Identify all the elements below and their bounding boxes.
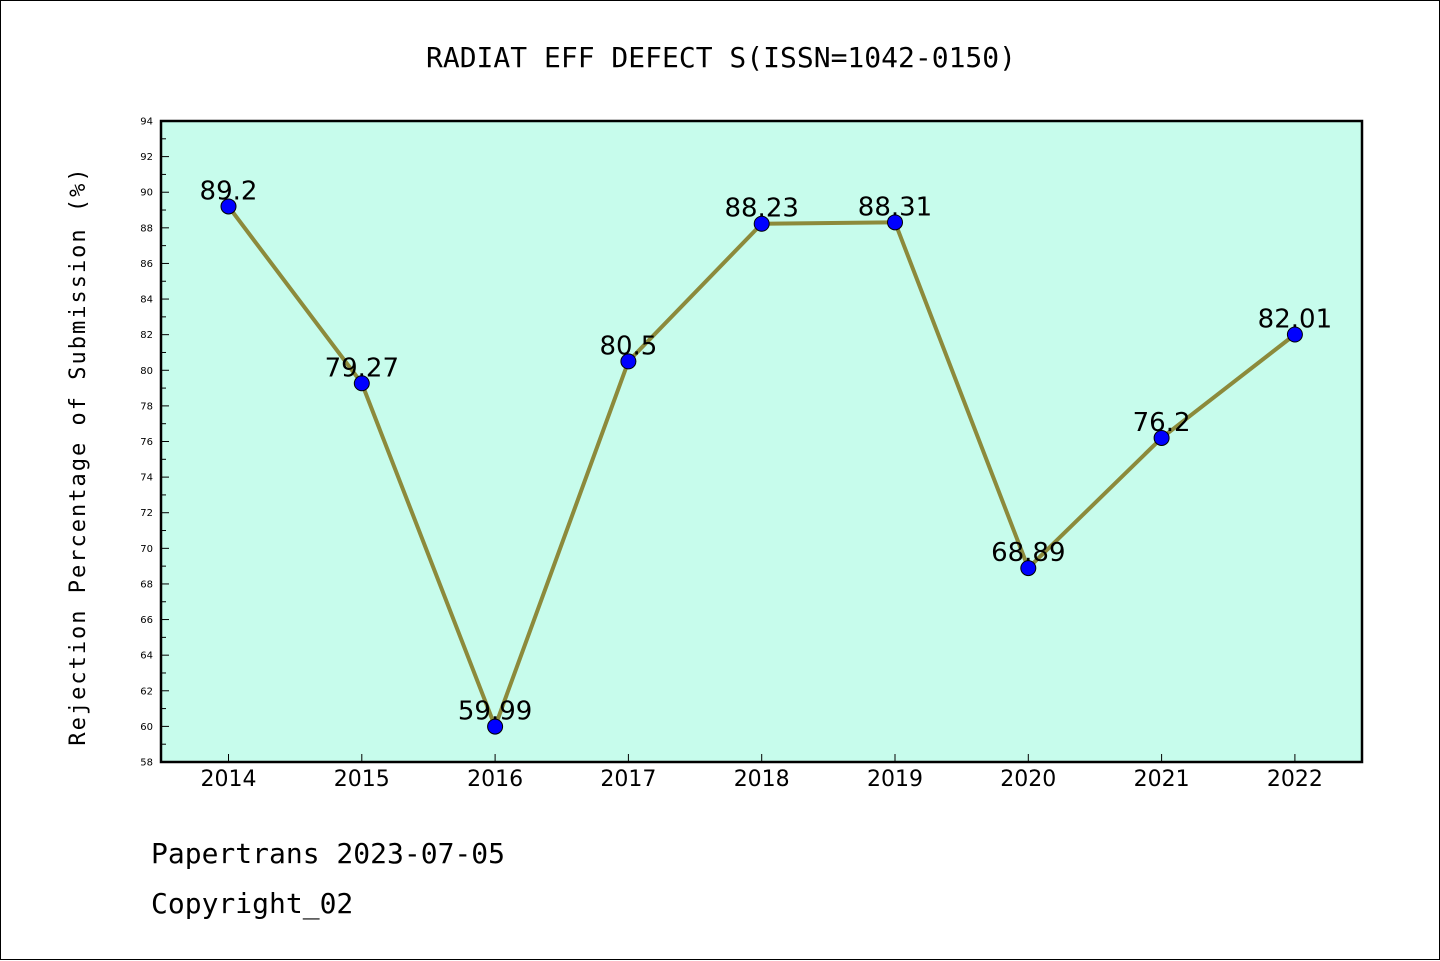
x-tick-label: 2021 — [1134, 767, 1190, 792]
data-point-marker — [353, 375, 370, 392]
data-point-marker — [1286, 326, 1303, 343]
data-point-marker — [220, 198, 237, 215]
y-tick-label: 72 — [140, 508, 153, 519]
data-label: 88.31 — [858, 192, 932, 222]
y-tick-label: 70 — [140, 544, 153, 555]
y-tick-label: 76 — [140, 437, 153, 448]
y-tick-label: 62 — [140, 686, 153, 697]
y-tick-label: 78 — [140, 401, 153, 412]
y-tick-label: 92 — [140, 152, 153, 163]
y-axis-ticks: 58 60 62 64 66 68 70 72 74 76 78 80 82 84 86 88 90 92 94 — [140, 117, 169, 769]
y-tick-label: 68 — [140, 579, 153, 590]
data-label: 80.5 — [599, 331, 657, 361]
data-point-marker — [1153, 429, 1170, 446]
x-tick-label: 2022 — [1267, 767, 1323, 792]
data-point-marker — [887, 214, 903, 231]
y-tick-label: 64 — [140, 651, 153, 662]
series-group: 89.2 79.27 59.99 80.5 88.23 88.31 68.89 76.2 82.… — [200, 176, 1332, 735]
y-tick-label: 80 — [140, 366, 153, 377]
x-tick-label: 2016 — [467, 767, 523, 792]
data-point-marker — [753, 215, 770, 232]
data-point-marker — [620, 353, 637, 370]
data-point-marker — [1020, 560, 1037, 577]
data-label: 88.23 — [724, 194, 798, 224]
data-label: 82.01 — [1258, 304, 1332, 334]
y-tick-label: 88 — [140, 223, 153, 234]
x-tick-label: 2017 — [600, 767, 656, 792]
data-label: 76.2 — [1133, 408, 1191, 438]
y-tick-label: 60 — [140, 722, 153, 733]
y-tick-label: 94 — [140, 117, 153, 128]
y-tick-label: 82 — [140, 330, 153, 341]
x-tick-label: 2015 — [334, 767, 390, 792]
data-label: 89.2 — [200, 176, 258, 206]
x-tick-label: 2014 — [201, 767, 257, 792]
x-tick-label: 2019 — [867, 767, 923, 792]
y-tick-label: 58 — [140, 758, 153, 769]
x-tick-label: 2018 — [734, 767, 790, 792]
x-tick-label: 2020 — [1000, 767, 1056, 792]
data-label: 59.99 — [458, 697, 532, 727]
chart-title: RADIAT EFF DEFECT S(ISSN=1042-0150) — [426, 41, 1016, 74]
footer-copyright: Copyright_02 — [151, 887, 354, 920]
y-tick-label: 90 — [140, 188, 153, 199]
y-tick-label: 74 — [140, 473, 153, 484]
data-label: 68.89 — [991, 538, 1065, 568]
y-axis-label: Rejection Percentage of Submission (%) — [66, 166, 91, 745]
footer-date: Papertrans 2023-07-05 — [151, 837, 506, 870]
data-point-marker — [487, 718, 504, 735]
y-tick-label: 86 — [140, 259, 153, 270]
y-tick-label: 84 — [140, 295, 153, 306]
y-tick-label: 66 — [140, 615, 153, 626]
x-axis-ticks: 2014 2015 2016 2017 2018 2019 2020 2021 2022 — [201, 754, 1323, 792]
data-label: 79.27 — [325, 353, 399, 383]
